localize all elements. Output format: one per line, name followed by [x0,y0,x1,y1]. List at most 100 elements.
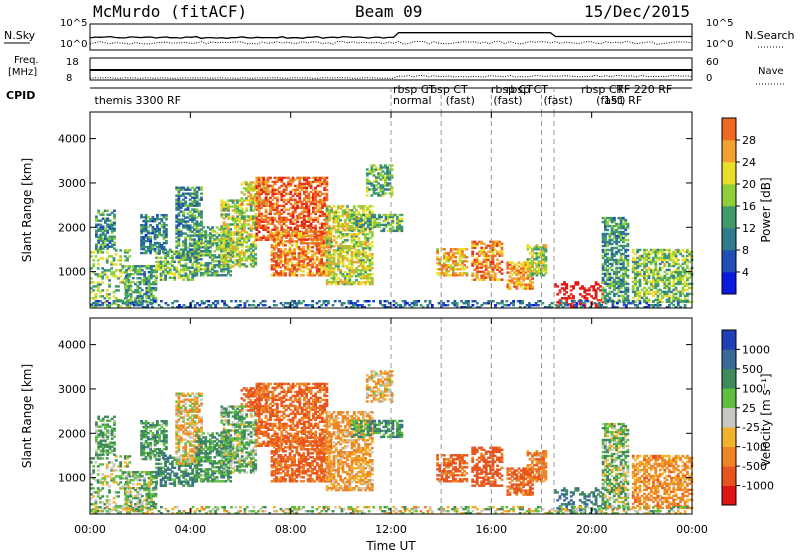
power-cell [269,190,272,194]
power-cell [297,264,301,267]
power-cell [636,288,640,292]
power-cell [184,222,188,225]
power-cell [491,240,495,243]
power-cell [355,223,359,227]
power-cell [592,285,596,288]
power-cell [622,262,625,266]
power-cell [189,266,192,269]
power-cell [266,198,270,202]
power-cell [645,300,649,304]
power-cell [544,248,548,251]
power-cell [298,198,302,202]
power-cell [291,180,295,184]
power-cell [186,208,190,211]
power-cell [458,268,462,271]
power-cell [496,244,499,247]
power-cell [234,233,237,236]
power-cell [613,258,616,262]
power-cell [604,266,607,270]
power-cell [275,254,278,257]
power-cell [665,282,669,286]
power-cell [177,200,181,203]
power-cell [269,210,272,214]
power-cell [205,306,208,309]
power-cell [330,281,334,284]
power-cell [258,191,262,194]
power-cell [365,178,369,181]
power-cell [195,192,199,195]
power-cell [608,232,612,236]
power-cell [565,299,569,302]
power-cell [99,291,102,294]
power-cell [378,215,381,219]
power-cell [454,274,457,277]
power-cell [217,234,221,237]
power-cell [142,243,146,247]
power-cell [270,252,274,255]
power-cell [193,250,197,253]
power-cell [108,227,112,230]
power-cell [266,212,270,216]
power-cell [264,182,268,186]
power-cell [348,245,352,248]
power-cell [160,243,164,247]
power-cell [332,225,336,228]
power-cell [293,274,296,277]
power-cell [465,256,469,259]
power-cell [159,276,163,279]
power-cell [328,255,331,258]
power-cell [398,217,402,221]
power-cell [535,244,539,247]
power-cell [279,248,283,251]
power-cell [110,271,114,274]
power-cell [619,222,623,226]
power-cell [601,248,605,252]
power-cell [328,229,331,232]
power-cell [110,263,114,266]
power-cell [260,201,264,204]
power-cell [146,304,150,307]
power-cell [343,257,347,260]
power-cell [686,284,689,288]
power-cell [339,219,343,222]
power-cell [322,254,326,257]
power-cell [312,206,315,210]
power-cell [332,227,336,230]
power-cell [193,244,197,247]
power-cell [257,178,261,182]
power-cell [289,196,293,200]
power-cell [281,270,285,273]
power-cell [325,205,329,208]
power-cell [215,274,219,277]
power-cell [94,302,98,305]
power-cell [619,236,623,240]
power-cell [252,249,255,252]
power-cell [243,217,246,220]
power-cell [112,273,116,276]
power-cell [162,228,166,231]
power-cell [207,304,211,307]
power-cell [220,255,224,258]
power-cell [672,280,676,284]
power-cell [179,206,183,209]
power-cell [372,174,376,177]
power-cell [126,249,129,252]
power-cell [251,197,255,200]
power-cell [152,269,155,272]
power-cell [626,286,630,290]
power-cell [314,238,317,241]
power-cell [390,194,394,197]
power-cell [105,300,109,303]
power-cell [526,267,530,270]
power-cell [275,244,278,247]
power-cell [458,260,462,263]
power-cell [273,192,277,196]
power-cell [643,266,646,270]
power-cell [275,226,279,229]
power-cell [350,239,354,242]
power-cell [390,188,394,191]
power-cell [388,188,392,191]
power-cell [366,237,370,240]
power-cell [182,252,185,255]
power-cell [638,262,642,266]
